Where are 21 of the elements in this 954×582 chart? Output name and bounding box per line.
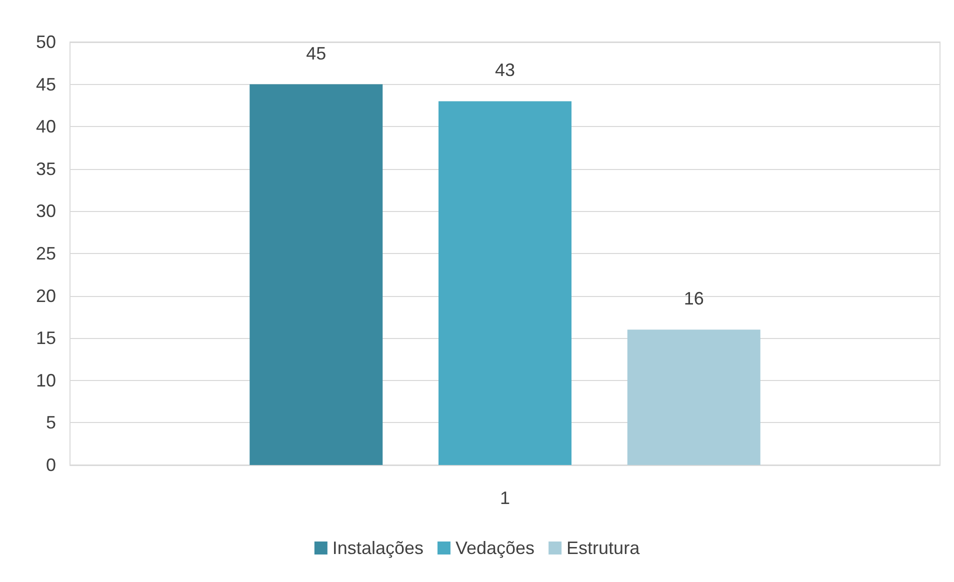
y-tick-label: 30 bbox=[36, 201, 56, 222]
bar bbox=[438, 101, 572, 465]
data-label: 16 bbox=[684, 288, 704, 309]
y-tick-label: 5 bbox=[46, 412, 56, 433]
y-tick-label: 50 bbox=[36, 32, 56, 52]
y-tick-label: 20 bbox=[36, 286, 56, 306]
y-tick-label: 0 bbox=[46, 455, 56, 475]
legend-label: Instalações bbox=[332, 538, 424, 558]
legend-label: Estrutura bbox=[566, 538, 641, 558]
y-tick-label: 45 bbox=[36, 74, 56, 94]
x-tick-label: 1 bbox=[500, 488, 510, 508]
data-label: 43 bbox=[494, 60, 516, 80]
y-tick-label: 25 bbox=[36, 244, 56, 264]
data-label: 45 bbox=[306, 43, 326, 64]
y-tick-label: 35 bbox=[36, 158, 56, 179]
bar bbox=[250, 84, 383, 465]
y-tick-label: 10 bbox=[36, 370, 56, 390]
y-tick-label: 15 bbox=[36, 328, 56, 348]
bar bbox=[627, 330, 760, 465]
legend-label: Vedações bbox=[455, 538, 535, 558]
y-tick-label: 40 bbox=[36, 116, 56, 137]
